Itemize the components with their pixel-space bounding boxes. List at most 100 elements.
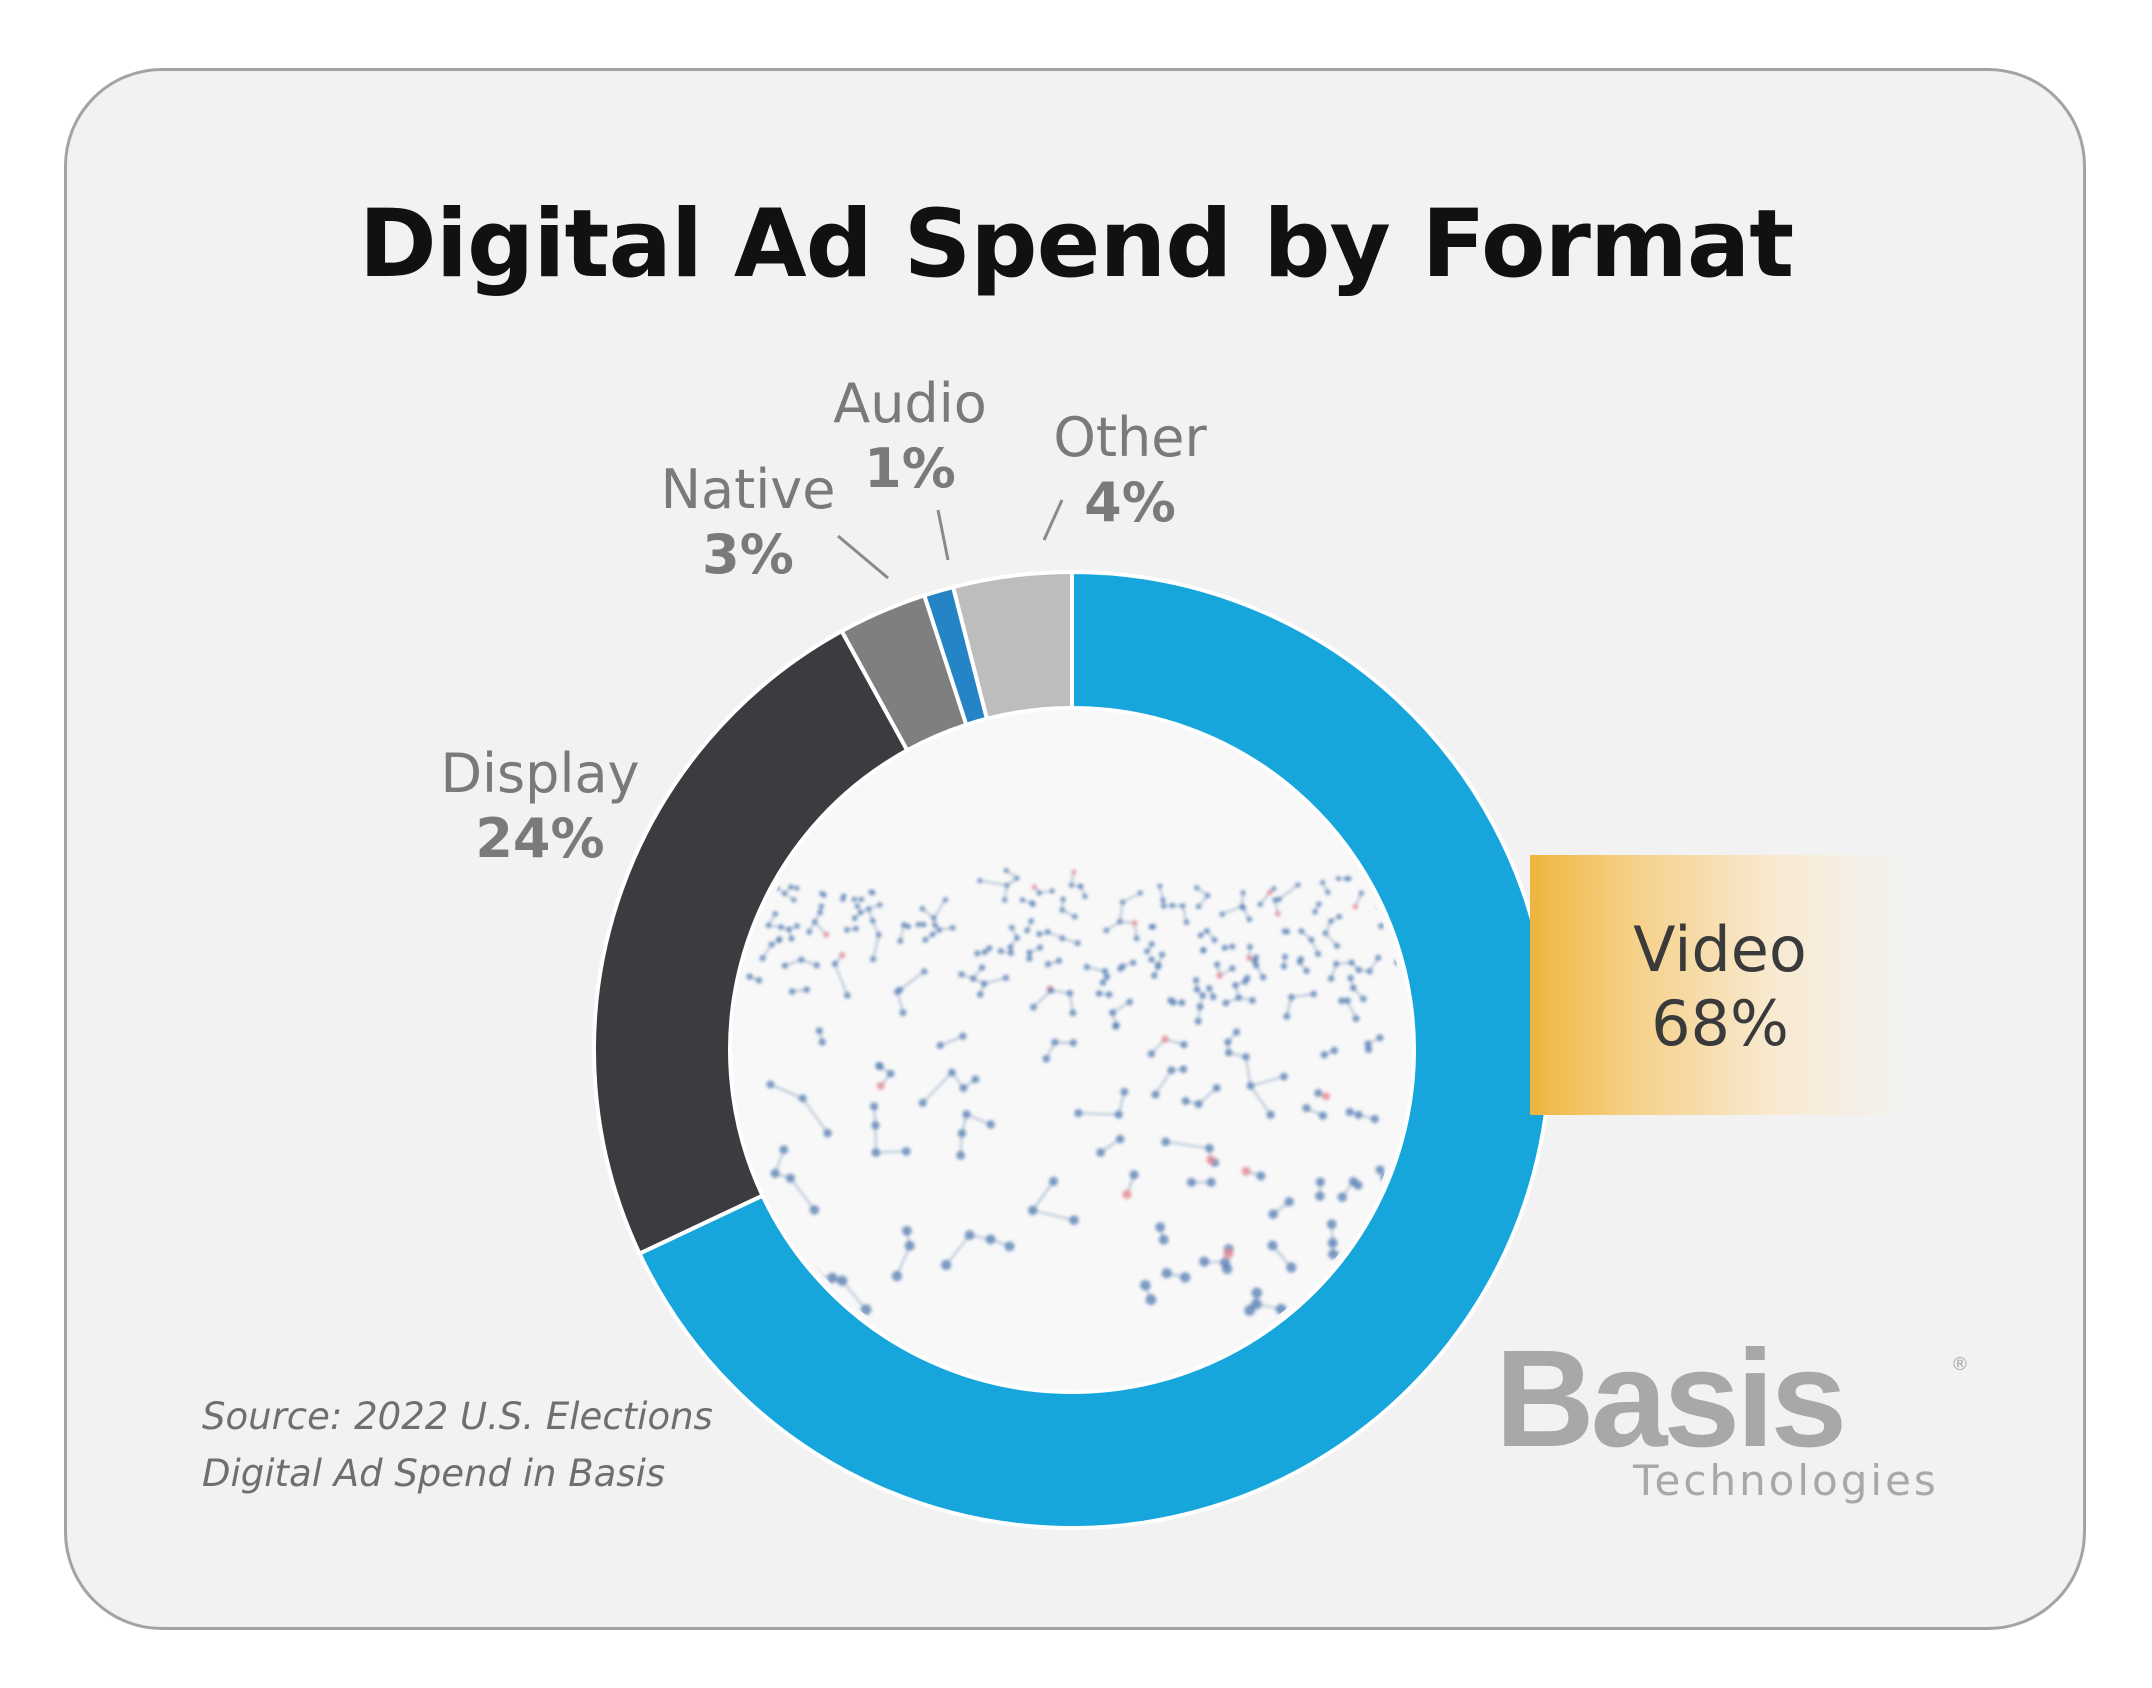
network-node [1337,1192,1347,1202]
slice-other [951,570,1074,721]
network-link [1032,1209,1075,1221]
donut-center-background [732,710,1412,1390]
network-node [1326,1219,1337,1230]
network-node [819,890,825,897]
label-video-name: Video [1633,913,1807,986]
network-node [1268,1209,1278,1220]
network-node [827,1272,838,1284]
network-node [1105,991,1113,999]
logo-wordmark: Basis [1495,1322,1847,1476]
network-node [919,905,926,912]
network-node [1239,903,1245,910]
network-node [959,1084,968,1093]
network-node [1257,901,1264,908]
network-node [1266,1110,1275,1120]
network-node [1206,1177,1216,1187]
network-node [1312,909,1318,915]
network-node [1030,1003,1037,1011]
network-node [1325,889,1331,896]
network-node [788,884,794,890]
network-node [871,1148,881,1157]
network-node [1181,1096,1190,1106]
network-node [1068,882,1074,888]
network-node [813,962,820,969]
network-node [1328,918,1334,924]
network-node [854,903,861,909]
label-audio-value: 1% [864,436,956,500]
network-node [1059,907,1066,913]
network-node [785,1173,796,1183]
network-node [1103,973,1111,981]
network-link [896,991,904,1013]
network-node [1296,958,1303,966]
network-node [755,977,763,984]
network-node [949,924,956,931]
network-node [1364,1040,1372,1048]
network-node [1246,943,1254,950]
network-node [896,986,904,994]
network-node [1112,1021,1120,1029]
network-node [1213,961,1221,968]
network-node [794,923,800,929]
network-node [1161,1137,1170,1147]
network-node [1179,902,1186,909]
network-node [1338,997,1345,1005]
network-node [921,968,928,975]
network-node [1036,890,1042,896]
network-node [876,1081,885,1090]
network-node [1316,901,1322,908]
network-link [1032,989,1052,1008]
network-node [1302,1103,1311,1113]
network-node [1335,875,1341,882]
network-node [1148,956,1155,963]
network-node [1117,918,1123,925]
network-node [869,956,877,963]
network-node [1161,1267,1172,1279]
network-node [1036,944,1044,951]
network-node [958,971,965,978]
network-node [1370,1114,1379,1124]
network-link [1122,892,1141,903]
network-node [1209,993,1217,1001]
network-node [1328,1249,1339,1260]
label-display-name: Display [440,742,640,805]
leader-line-other [1042,499,1064,541]
network-node [1083,963,1090,971]
network-node [976,991,984,998]
network-link [875,1150,907,1154]
label-audio-name: Audio [833,372,987,435]
registered-mark: ® [1951,1354,1969,1375]
network-node [857,909,864,916]
network-node [974,950,981,957]
network-node [1160,903,1167,909]
network-node [875,1061,883,1070]
network-node [1167,1066,1176,1075]
network-node [1287,993,1295,1001]
network-node [868,889,874,895]
network-node [1193,986,1201,993]
network-node [1281,928,1288,935]
network-node [1224,1048,1233,1057]
network-node [1044,961,1052,968]
network-node [1295,882,1301,888]
network-node [786,926,792,933]
network-node [1223,1248,1234,1259]
network-link [1291,993,1314,999]
network-node [1060,896,1066,902]
network-node [1318,1111,1328,1120]
network-link [983,977,1007,985]
network-node [1280,963,1288,970]
network-node [1131,920,1138,926]
network-node [1151,1090,1160,1099]
network-node [986,945,993,952]
network-node [900,921,907,928]
network-node [1158,1234,1169,1245]
network-node [1082,893,1088,900]
network-node [1253,962,1260,969]
network-node [901,1146,911,1156]
network-node [1345,1107,1354,1117]
network-node [1004,882,1010,889]
network-node [1002,974,1010,982]
network-node [1204,927,1210,934]
network-node [1155,1222,1166,1232]
